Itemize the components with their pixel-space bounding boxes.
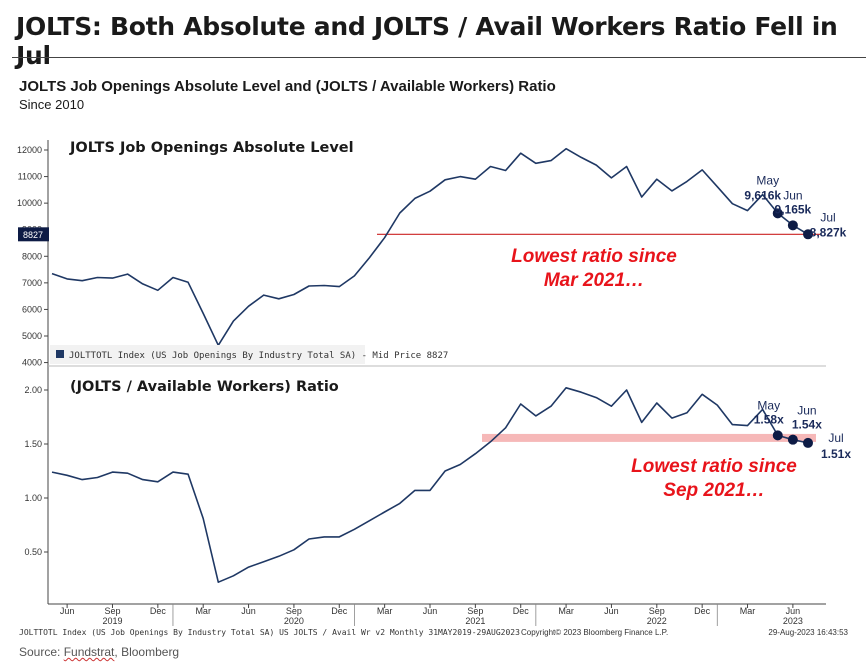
source-note: Source: Fundstrat, Bloomberg bbox=[19, 645, 179, 659]
bottom-marker-jun bbox=[787, 434, 798, 445]
page-headline: JOLTS: Both Absolute and JOLTS / Avail W… bbox=[16, 12, 838, 70]
top-annotation-value-jul: 8,827k bbox=[810, 225, 847, 239]
x-tick-label-month: Dec bbox=[694, 606, 711, 616]
bottom-callout-line-2: Sep 2021… bbox=[663, 480, 764, 501]
x-tick-label-month: Mar bbox=[195, 606, 211, 616]
top-callout-line-1: Lowest ratio since bbox=[511, 246, 677, 267]
bottom-y-tick-label: 1.00 bbox=[24, 493, 42, 503]
top-marker-jun bbox=[787, 220, 798, 231]
bottom-reference-band bbox=[482, 433, 816, 442]
bottom-annotation-value-may: 1.58x bbox=[754, 412, 784, 426]
bottom-y-tick-label: 0.50 bbox=[24, 547, 42, 557]
top-annotation-month-jul: Jul bbox=[820, 210, 835, 224]
x-tick-label-month: Dec bbox=[513, 606, 530, 616]
x-tick-label-month: Sep bbox=[649, 606, 665, 616]
top-y-tick-label: 11000 bbox=[18, 172, 42, 182]
top-marker-jul bbox=[803, 229, 813, 240]
source-prefix: Source: bbox=[19, 645, 64, 659]
x-tick-label-month: Mar bbox=[740, 606, 756, 616]
x-tick-label-month: Sep bbox=[467, 606, 483, 616]
x-tick-label-month: Mar bbox=[377, 606, 393, 616]
bottom-series-line bbox=[51, 387, 809, 583]
top-legend-box bbox=[50, 345, 365, 364]
top-last-value-tag-text: 8827 bbox=[23, 230, 43, 240]
x-tick-label-year: 2021 bbox=[465, 616, 485, 626]
source-separator: , bbox=[114, 645, 122, 659]
top-y-tick-label: 6000 bbox=[22, 304, 42, 314]
x-tick-label-month: Sep bbox=[286, 606, 302, 616]
bottom-annotation-value-jun: 1.54x bbox=[792, 418, 822, 432]
x-tick-label-month: Dec bbox=[331, 606, 348, 616]
top-annotation-month-may: May bbox=[756, 173, 779, 187]
source-bloomberg: Bloomberg bbox=[121, 645, 180, 659]
source-fundstrat: Fundstrat bbox=[63, 645, 115, 659]
x-tick-label-year: 2022 bbox=[647, 616, 667, 626]
top-y-tick-label: 5000 bbox=[22, 331, 42, 341]
x-tick-label-month: Mar bbox=[558, 606, 574, 616]
top-y-tick-label: 4000 bbox=[22, 358, 42, 368]
top-annotation-value-may: 9,616k bbox=[744, 188, 781, 202]
top-series-line bbox=[51, 147, 809, 347]
bottom-y-tick-label: 1.50 bbox=[24, 439, 42, 449]
top-chart-title: JOLTS Job Openings Absolute Level bbox=[69, 140, 354, 156]
bottom-marker-jul bbox=[803, 437, 813, 448]
bottom-y-tick-label: 2.00 bbox=[24, 385, 42, 395]
footer-right: 29-Aug-2023 16:43:53 bbox=[768, 628, 848, 637]
top-y-tick-label: 12000 bbox=[17, 145, 42, 155]
headline-divider bbox=[12, 57, 866, 58]
footer-left: JOLTTOTL Index (US Job Openings By Indus… bbox=[19, 628, 520, 637]
footer-center: Copyright© 2023 Bloomberg Finance L.P. bbox=[521, 628, 668, 637]
bottom-annotation-month-may: May bbox=[757, 398, 780, 412]
bottom-chart-title: (JOLTS / Available Workers) Ratio bbox=[70, 379, 339, 395]
x-tick-label-month: Dec bbox=[150, 606, 167, 616]
top-y-tick-label: 10000 bbox=[17, 198, 42, 208]
top-annotation-month-jun: Jun bbox=[783, 188, 802, 202]
top-legend-text: JOLTTOTL Index (US Job Openings By Indus… bbox=[69, 351, 448, 361]
x-tick-label-year: 2019 bbox=[102, 616, 122, 626]
bottom-annotation-month-jun: Jun bbox=[797, 404, 816, 418]
bottom-marker-may bbox=[772, 430, 783, 441]
x-tick-label-month: Jun bbox=[423, 606, 438, 616]
bottom-annotation-value-jul: 1.51x bbox=[821, 447, 851, 461]
x-tick-label-month: Jun bbox=[60, 606, 75, 616]
x-tick-label-month: Jun bbox=[786, 606, 801, 616]
x-tick-label-year: 2023 bbox=[783, 616, 803, 626]
top-last-value-tag bbox=[18, 227, 49, 242]
chart-subtitle: JOLTS Job Openings Absolute Level and (J… bbox=[19, 78, 556, 95]
chart-since-note: Since 2010 bbox=[19, 97, 85, 112]
x-tick-label-month: Jun bbox=[604, 606, 619, 616]
top-legend-swatch bbox=[56, 350, 64, 358]
top-annotation-value-jun: 9,165k bbox=[775, 202, 812, 216]
bottom-callout-line-1: Lowest ratio since bbox=[631, 456, 797, 477]
top-y-tick-label: 7000 bbox=[22, 278, 42, 288]
top-marker-may bbox=[772, 208, 783, 219]
x-tick-label-month: Sep bbox=[104, 606, 120, 616]
x-tick-label-month: Jun bbox=[241, 606, 256, 616]
top-callout-line-2: Mar 2021… bbox=[544, 270, 644, 291]
x-tick-label-year: 2020 bbox=[284, 616, 304, 626]
top-y-tick-label: 8000 bbox=[22, 251, 42, 261]
bottom-annotation-month-jul: Jul bbox=[828, 431, 843, 445]
